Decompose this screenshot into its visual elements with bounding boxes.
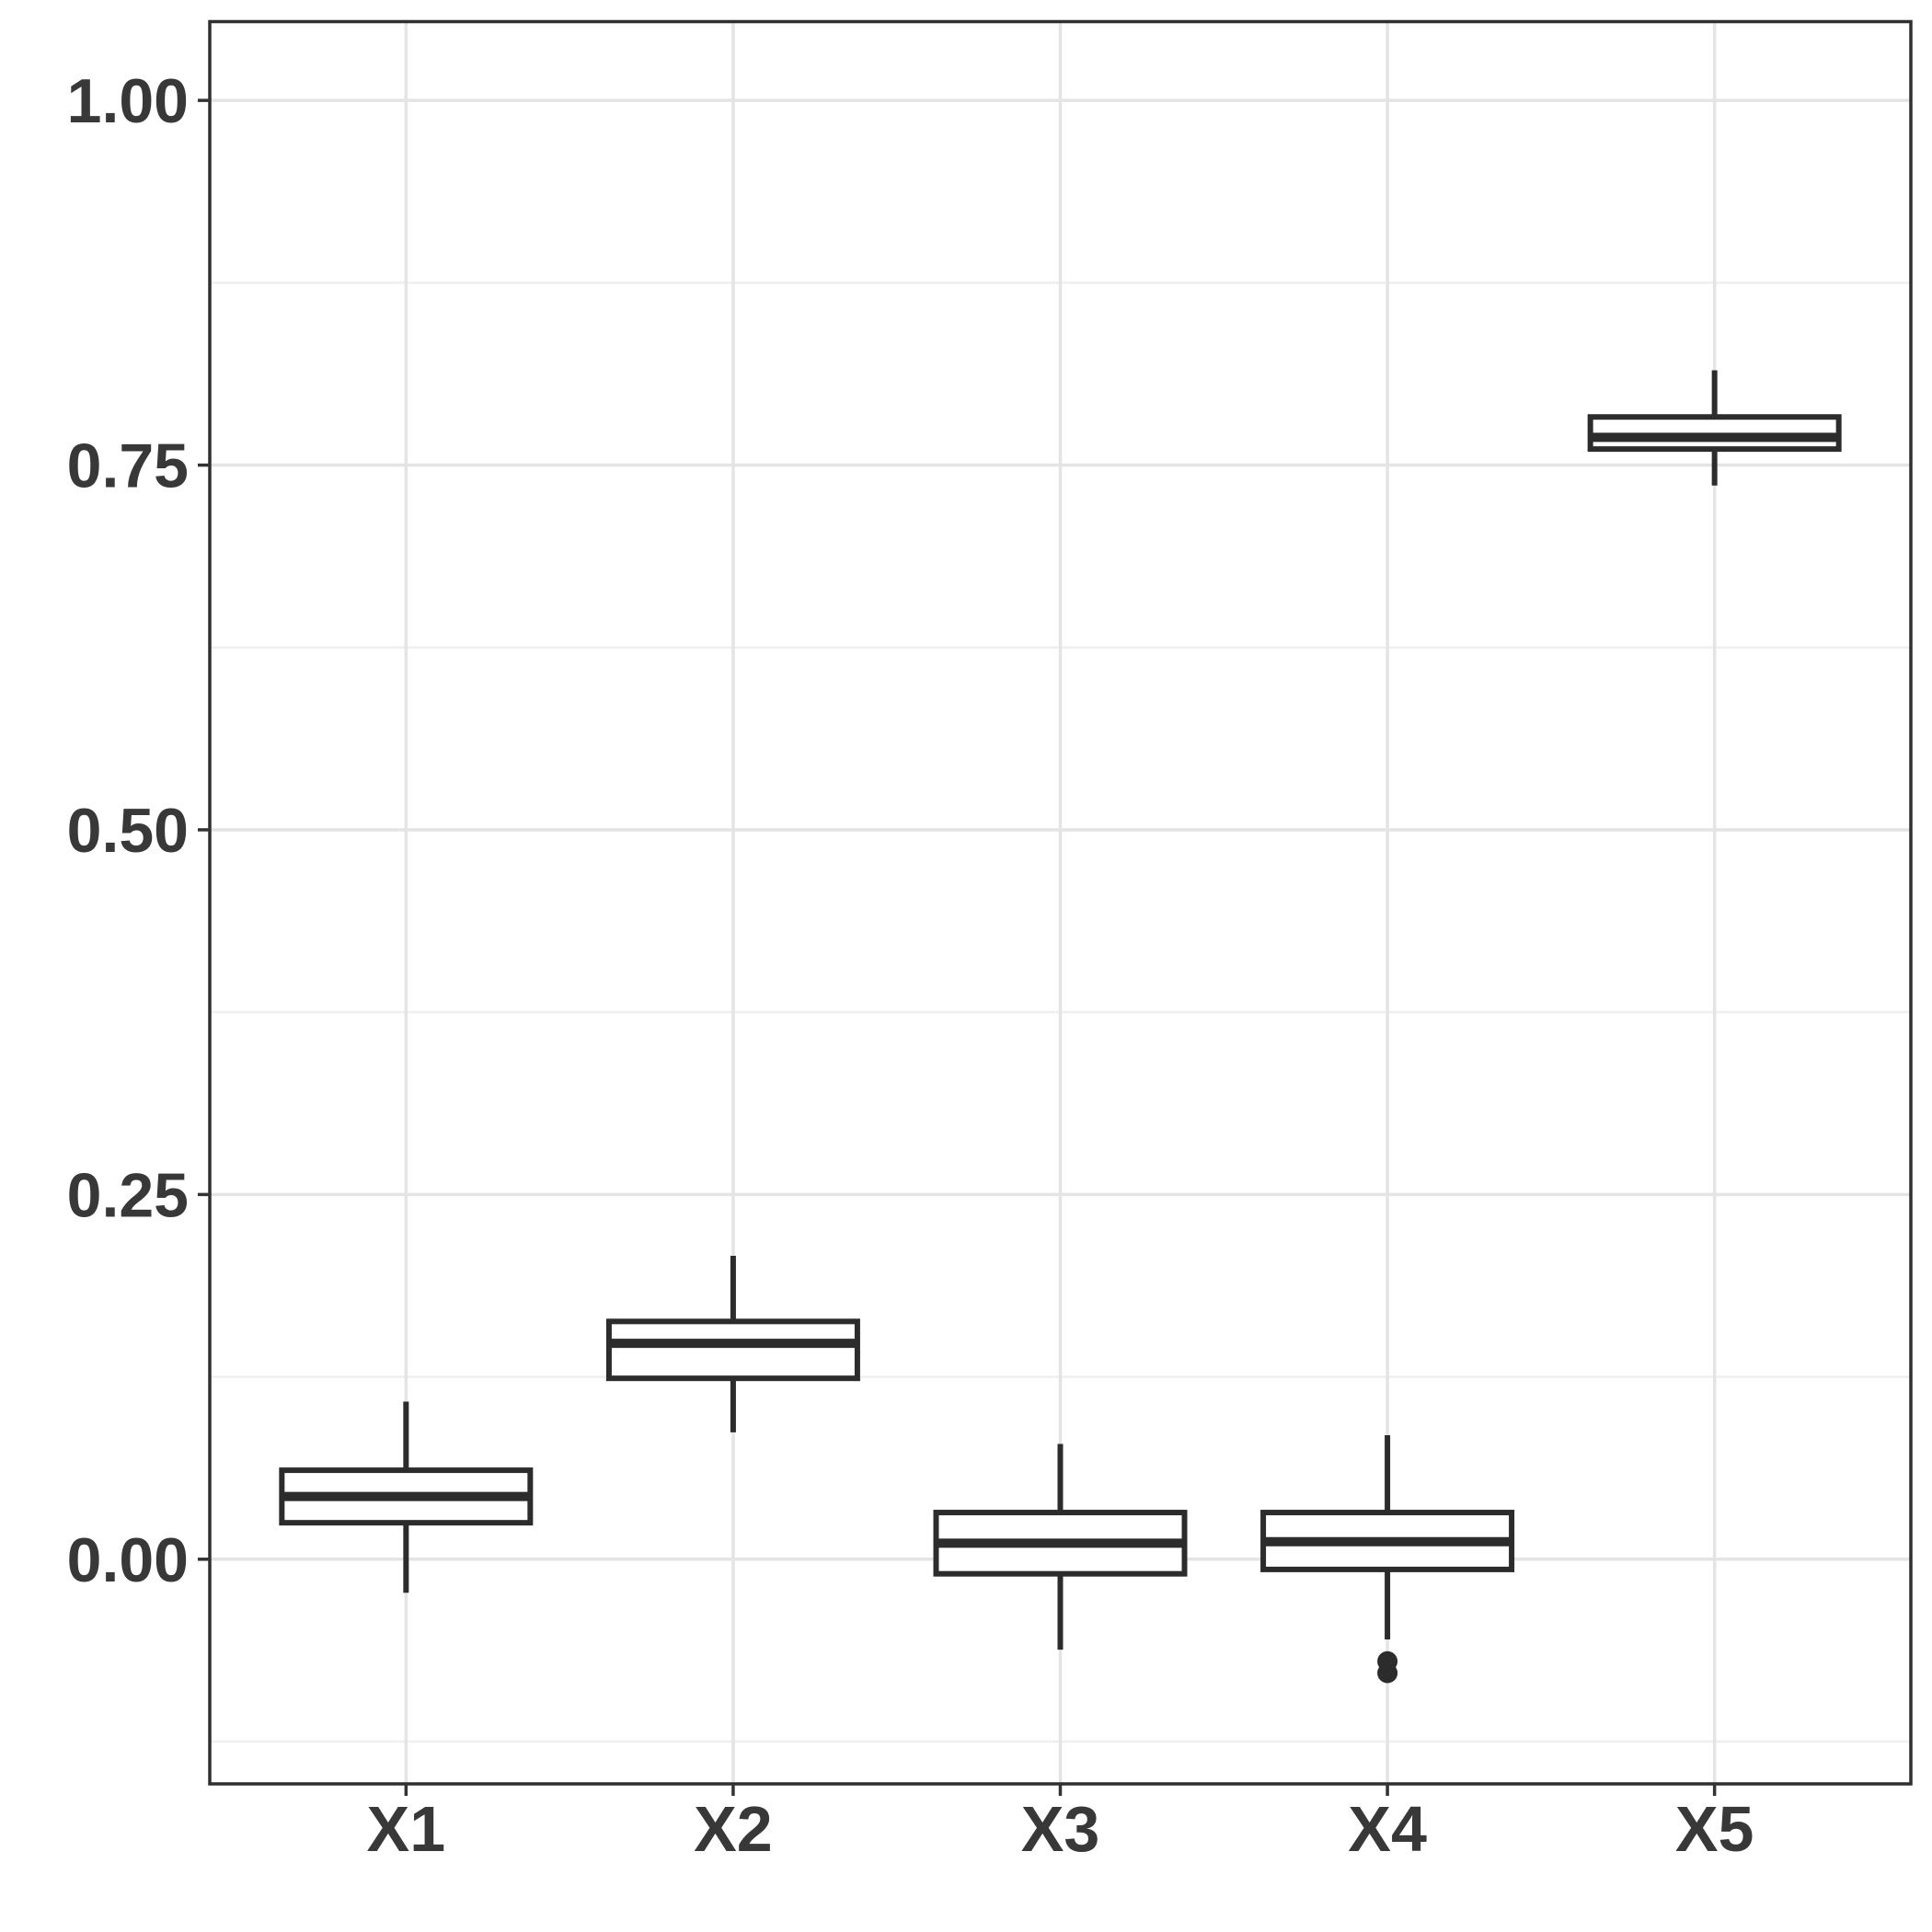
box-group-x3 xyxy=(933,1443,1188,1650)
box-group-x5 xyxy=(1587,370,1842,486)
y-tick-label: 0.75 xyxy=(67,431,189,501)
y-axis: 0.00 0.25 0.50 0.75 1.00 xyxy=(67,66,210,1595)
y-tick-label: 0.50 xyxy=(67,796,189,866)
y-tick-label: 0.00 xyxy=(67,1525,189,1595)
outlier-dot xyxy=(1377,1662,1398,1684)
box-rect xyxy=(605,1318,860,1382)
box-group-x1 xyxy=(279,1401,534,1593)
x-axis: X1 X2 X3 X4 X5 xyxy=(367,1784,1754,1865)
x-tick-label: X3 xyxy=(1021,1793,1100,1865)
x-tick-label: X2 xyxy=(694,1793,773,1865)
x-tick-label: X5 xyxy=(1675,1793,1754,1865)
x-tick-label: X4 xyxy=(1348,1793,1427,1865)
box-group-x4 xyxy=(1260,1435,1515,1684)
y-tick-label: 0.25 xyxy=(67,1160,189,1230)
x-tick-label: X1 xyxy=(367,1793,446,1865)
box-group-x2 xyxy=(605,1255,860,1432)
y-tick-label: 1.00 xyxy=(67,66,189,136)
